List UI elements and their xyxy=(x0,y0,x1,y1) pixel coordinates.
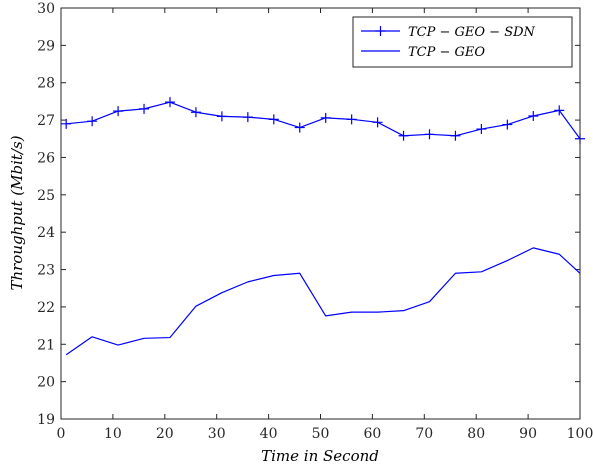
y-tick-label: 20 xyxy=(37,375,55,391)
y-tick-label: 21 xyxy=(37,337,55,353)
data-point-marker xyxy=(216,111,227,122)
series-line-2 xyxy=(65,247,581,356)
legend-box xyxy=(352,16,573,68)
data-point-marker xyxy=(242,112,253,123)
x-tick-label: 70 xyxy=(415,426,433,442)
y-tick-label: 30 xyxy=(37,1,55,17)
x-tick-label: 40 xyxy=(260,426,278,442)
y-tick-label: 19 xyxy=(37,412,55,428)
data-point-marker xyxy=(113,106,124,117)
x-tick-label: 100 xyxy=(567,426,593,442)
data-point-marker xyxy=(268,114,279,125)
data-point-marker xyxy=(450,130,461,141)
y-tick-label: 24 xyxy=(37,225,55,241)
data-point-marker xyxy=(320,112,331,123)
data-point-marker xyxy=(87,116,98,127)
data-point-marker xyxy=(502,119,513,130)
plot-frame xyxy=(60,7,581,420)
plot-area xyxy=(61,8,580,419)
series-layer xyxy=(61,97,585,356)
x-tick-label: 20 xyxy=(156,426,174,442)
data-point-marker xyxy=(398,130,409,141)
data-point-marker xyxy=(139,103,150,114)
x-tick-label: 60 xyxy=(363,426,381,442)
y-tick-label: 28 xyxy=(37,76,55,92)
legend-label-series-1: TCP − GEO − SDN xyxy=(408,25,536,40)
x-axis-label: Time in Second xyxy=(261,447,379,465)
y-tick-label: 26 xyxy=(37,150,55,166)
x-tick-label: 10 xyxy=(104,426,122,442)
data-point-marker xyxy=(528,110,539,121)
data-point-marker xyxy=(372,117,383,128)
x-tick-label: 50 xyxy=(312,426,330,442)
data-point-marker xyxy=(424,129,435,140)
data-point-marker xyxy=(554,105,565,116)
y-tick-label: 22 xyxy=(37,300,55,316)
y-tick-label: 27 xyxy=(37,113,55,129)
data-point-marker xyxy=(476,124,487,135)
data-point-marker xyxy=(61,118,72,129)
data-point-marker xyxy=(346,114,357,125)
x-tick-label: 30 xyxy=(208,426,226,442)
legend-label-series-2: TCP − GEO xyxy=(408,45,485,60)
y-tick-label: 25 xyxy=(37,188,55,204)
y-tick-label: 29 xyxy=(37,38,55,54)
legend: TCP − GEO − SDN TCP − GEO xyxy=(352,16,573,68)
y-tick-label: 23 xyxy=(37,263,55,279)
data-point-marker xyxy=(164,97,175,108)
tick-labels: 0 10 20 30 40 50 60 70 80 90 100 19 20 21 22 23 24 25 26 27… xyxy=(37,1,593,442)
x-tick-label: 80 xyxy=(467,426,485,442)
data-point-marker xyxy=(190,107,201,118)
legend-marker-series-1 xyxy=(375,26,386,36)
y-axis-label: Throughput (Mbit/s) xyxy=(8,135,26,290)
x-tick-label: 0 xyxy=(57,426,66,442)
data-point-marker xyxy=(294,122,305,133)
x-tick-label: 90 xyxy=(519,426,537,442)
